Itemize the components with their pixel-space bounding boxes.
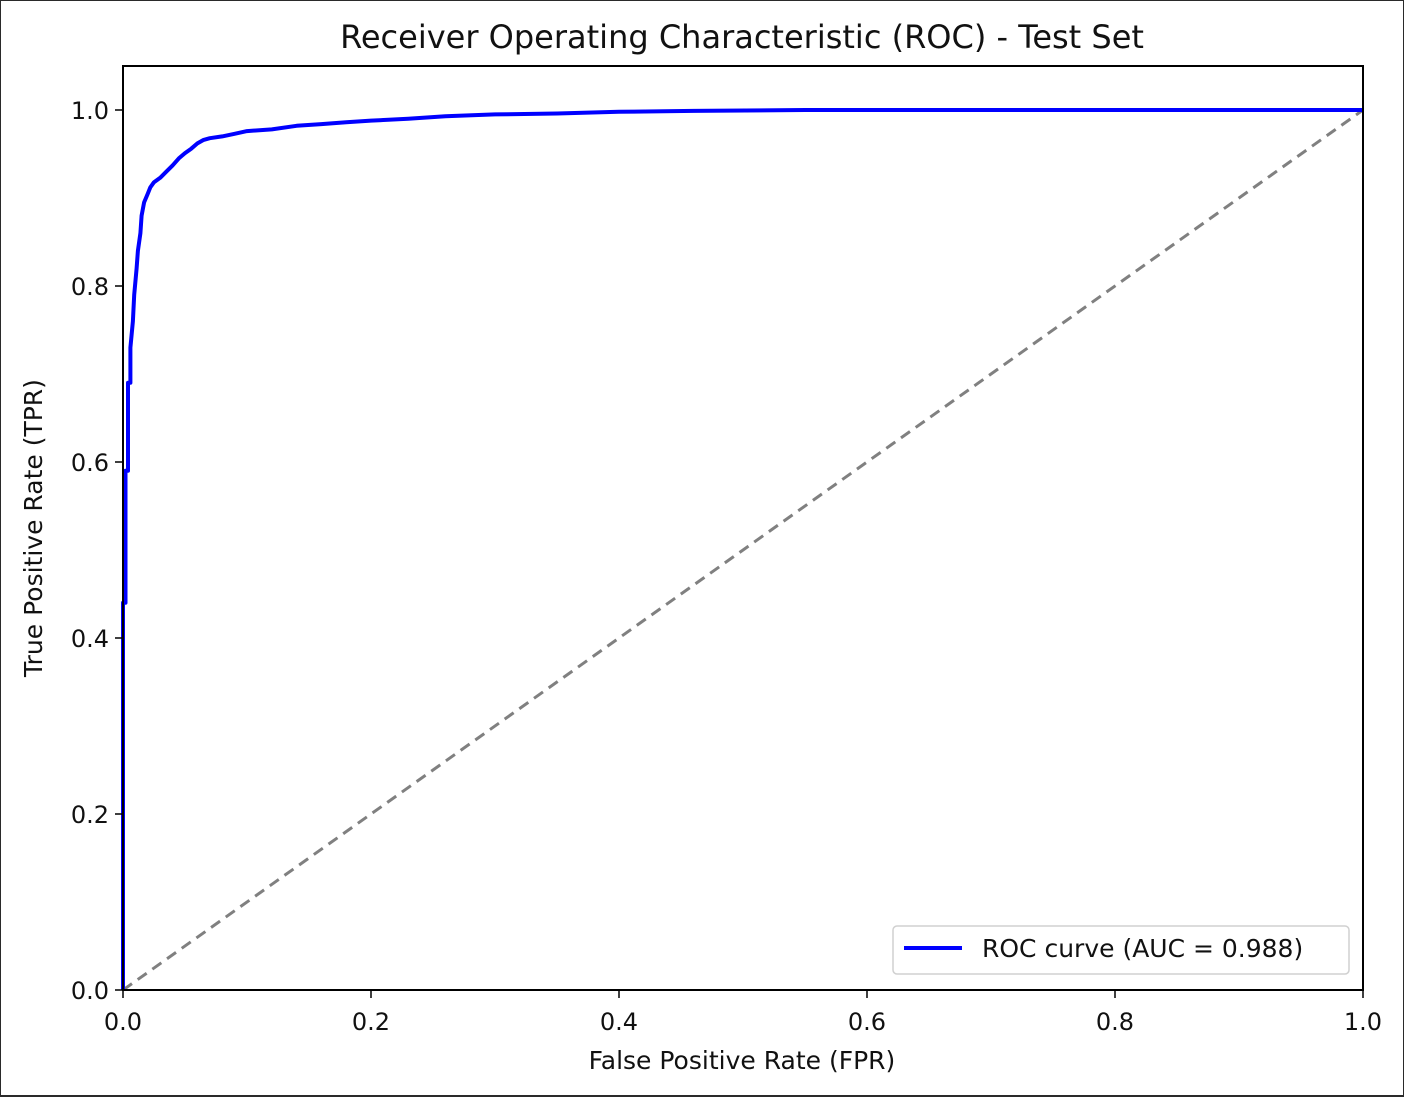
roc-curve-line <box>121 108 1363 990</box>
x-axis-label: False Positive Rate (FPR) <box>589 1046 896 1075</box>
y-tick-label: 0.8 <box>71 273 109 301</box>
plot-border <box>122 65 1364 991</box>
legend-box <box>892 925 1350 975</box>
x-tick-label: 0.6 <box>848 1008 886 1036</box>
y-tick-label: 0.4 <box>71 625 109 653</box>
x-tick-label: 0.8 <box>1096 1008 1134 1036</box>
chart-title: Receiver Operating Characteristic (ROC) … <box>340 18 1144 56</box>
y-axis-label: True Positive Rate (TPR) <box>19 379 48 678</box>
x-tick-label: 0.4 <box>600 1008 638 1036</box>
y-tick-label: 0.2 <box>71 801 109 829</box>
legend-label-roc: ROC curve (AUC = 0.988) <box>982 934 1303 963</box>
x-tick-label: 1.0 <box>1344 1008 1382 1036</box>
plot-area: 0.0 0.2 0.4 0.6 0.8 1.0 0.0 0.2 0.4 0.6 0.8 1.0 <box>71 65 1382 1036</box>
y-tick-label: 1.0 <box>71 97 109 125</box>
chance-diagonal-line <box>122 108 1364 992</box>
x-tick-label: 0.0 <box>104 1008 142 1036</box>
y-tick-label: 0.0 <box>71 977 109 1005</box>
legend: ROC curve (AUC = 0.988) <box>892 925 1350 975</box>
x-tick-label: 0.2 <box>352 1008 390 1036</box>
y-tick-label: 0.6 <box>71 449 109 477</box>
